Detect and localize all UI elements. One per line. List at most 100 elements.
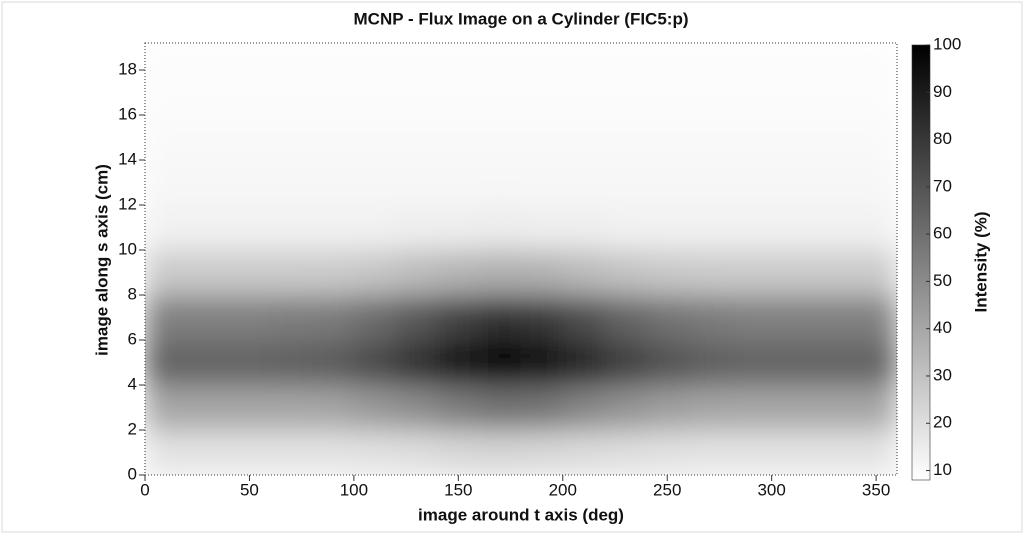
heat-cell bbox=[478, 249, 522, 296]
heat-cell bbox=[228, 114, 271, 161]
heat-cell bbox=[645, 69, 689, 116]
heat-cell bbox=[311, 204, 355, 251]
heat-cell bbox=[311, 294, 355, 341]
heat-cell bbox=[604, 429, 647, 475]
heat-cell bbox=[186, 114, 230, 161]
heat-cell bbox=[729, 339, 773, 386]
plot-border bbox=[144, 42, 898, 476]
heat-cell bbox=[854, 43, 897, 71]
heat-cell bbox=[311, 429, 355, 475]
heat-cell bbox=[520, 429, 564, 475]
heat-cell bbox=[395, 204, 438, 251]
heat-cell bbox=[436, 384, 480, 431]
heat-cell bbox=[436, 204, 480, 251]
heat-cell bbox=[729, 204, 773, 251]
heat-cell bbox=[729, 429, 773, 475]
heat-cell bbox=[186, 339, 230, 386]
x-tick-label: 50 bbox=[240, 480, 259, 499]
heat-cell bbox=[562, 339, 606, 386]
heat-cell bbox=[478, 429, 522, 475]
y-tick-label: 12 bbox=[118, 194, 137, 213]
x-tick-label: 100 bbox=[340, 480, 368, 499]
heat-cell bbox=[771, 384, 814, 431]
heat-cell bbox=[228, 384, 271, 431]
heat-cell bbox=[854, 159, 897, 206]
heat-cell bbox=[186, 43, 230, 71]
heat-cell bbox=[729, 294, 773, 341]
y-tick-label: 2 bbox=[128, 419, 137, 438]
heat-cell bbox=[854, 384, 897, 431]
heat-cell bbox=[812, 429, 856, 475]
heat-cell bbox=[812, 384, 856, 431]
heat-cell bbox=[771, 294, 814, 341]
heat-cell bbox=[562, 249, 606, 296]
colorbar bbox=[911, 44, 931, 481]
heat-cell bbox=[520, 204, 564, 251]
heat-cell bbox=[311, 339, 355, 386]
heat-cell bbox=[269, 384, 313, 431]
heat-cell bbox=[812, 114, 856, 161]
heat-cell bbox=[311, 249, 355, 296]
heat-cell bbox=[311, 69, 355, 116]
y-tick-label: 16 bbox=[118, 104, 137, 123]
heat-cell bbox=[771, 249, 814, 296]
heat-cell bbox=[729, 159, 773, 206]
heat-cell bbox=[145, 384, 188, 431]
heat-cell bbox=[145, 429, 188, 475]
heat-cell bbox=[687, 114, 731, 161]
colorbar-tick-label: 40 bbox=[933, 318, 952, 337]
heat-cell bbox=[604, 159, 647, 206]
heat-cell bbox=[478, 339, 522, 386]
heat-cell bbox=[436, 69, 480, 116]
heat-cell bbox=[645, 429, 689, 475]
x-tick-label: 150 bbox=[444, 480, 472, 499]
heat-cell bbox=[353, 384, 397, 431]
heat-cell bbox=[478, 384, 522, 431]
heat-cell bbox=[228, 43, 271, 71]
heat-cell bbox=[520, 159, 564, 206]
heat-cell bbox=[771, 339, 814, 386]
heat-cell bbox=[520, 294, 564, 341]
heat-cell bbox=[269, 339, 313, 386]
heat-cell bbox=[854, 204, 897, 251]
heat-cell bbox=[604, 384, 647, 431]
colorbar-tick-label: 10 bbox=[933, 460, 952, 479]
heat-cell bbox=[520, 69, 564, 116]
heat-cell bbox=[562, 204, 606, 251]
heat-cell bbox=[353, 204, 397, 251]
heat-cell bbox=[269, 69, 313, 116]
heat-cell bbox=[145, 294, 188, 341]
heat-cell bbox=[353, 294, 397, 341]
heat-cell bbox=[228, 339, 271, 386]
heat-cell bbox=[395, 69, 438, 116]
heat-cell bbox=[729, 43, 773, 71]
heat-cell bbox=[395, 339, 438, 386]
heat-cell bbox=[687, 43, 731, 71]
heat-cell bbox=[311, 43, 355, 71]
heat-cell bbox=[645, 114, 689, 161]
heat-cell bbox=[395, 43, 438, 71]
heat-cell bbox=[687, 69, 731, 116]
heat-cell bbox=[395, 114, 438, 161]
heat-cell bbox=[269, 249, 313, 296]
heat-cell bbox=[478, 294, 522, 341]
heat-cell bbox=[729, 249, 773, 296]
heat-cell bbox=[812, 69, 856, 116]
heat-cell bbox=[395, 384, 438, 431]
heat-cell bbox=[228, 294, 271, 341]
heat-cell bbox=[771, 159, 814, 206]
heat-cell bbox=[854, 249, 897, 296]
heat-cell bbox=[353, 43, 397, 71]
colorbar-label: Intensity (%) bbox=[971, 211, 990, 312]
heat-cell bbox=[687, 204, 731, 251]
heat-cell bbox=[395, 429, 438, 475]
heat-cell bbox=[604, 339, 647, 386]
heat-cell bbox=[604, 294, 647, 341]
heat-cell bbox=[145, 249, 188, 296]
heat-cell bbox=[353, 69, 397, 116]
heat-cell bbox=[520, 43, 564, 71]
heat-cell bbox=[812, 204, 856, 251]
heat-cell bbox=[436, 114, 480, 161]
heat-cell bbox=[854, 69, 897, 116]
